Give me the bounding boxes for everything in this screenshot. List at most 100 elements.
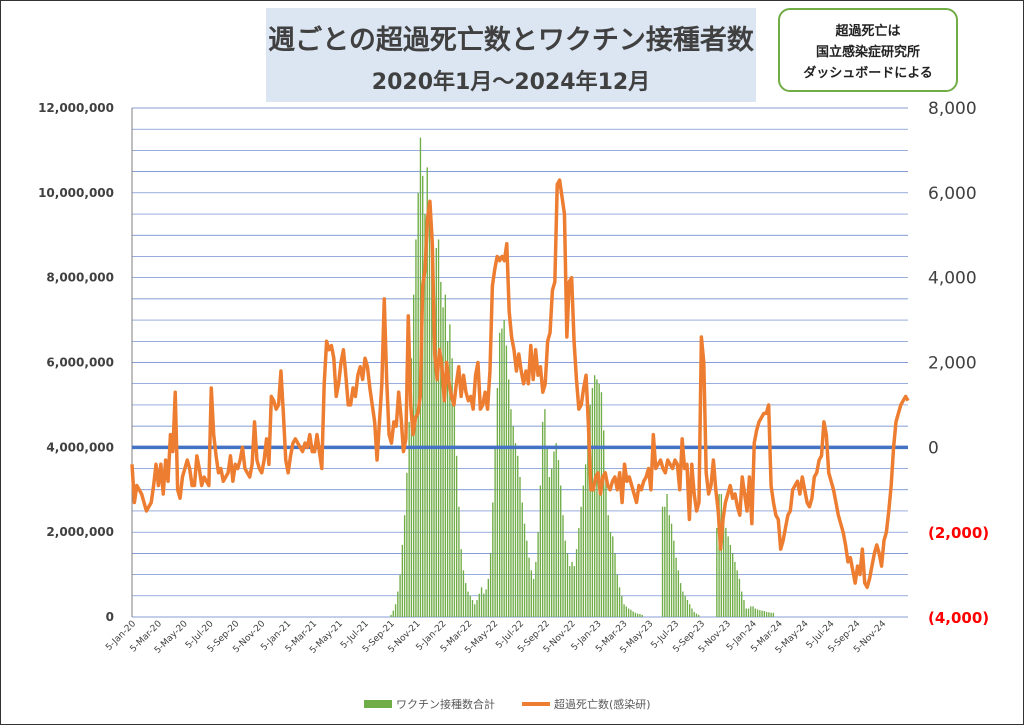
vaccine-bar bbox=[621, 595, 623, 617]
right-axis-tick-label: (2,000) bbox=[928, 524, 989, 542]
vaccine-bar bbox=[580, 506, 582, 617]
vaccine-bar bbox=[698, 614, 700, 617]
vaccine-bar bbox=[546, 447, 548, 617]
vaccine-bar bbox=[636, 613, 639, 617]
vaccine-bar bbox=[494, 447, 496, 617]
x-axis-labels: 5-Jan-205-Mar-205-May-205-Jul-205-Sep-20… bbox=[104, 619, 888, 656]
vaccine-bar bbox=[616, 574, 618, 617]
vaccine-bar bbox=[403, 515, 406, 617]
vaccine-bar bbox=[754, 608, 756, 617]
vaccine-bar bbox=[661, 506, 664, 617]
vaccine-bar bbox=[446, 341, 449, 617]
vaccine-bar bbox=[557, 460, 560, 617]
vaccine-bar bbox=[607, 515, 609, 617]
vaccine-bar bbox=[514, 443, 517, 617]
right-axis-tick-label: 6,000 bbox=[928, 184, 977, 204]
vaccine-bar bbox=[492, 502, 494, 617]
vaccine-bar bbox=[668, 515, 670, 617]
vaccine-bar bbox=[720, 493, 723, 617]
vaccine-bar bbox=[725, 527, 727, 617]
vaccine-bar bbox=[410, 358, 413, 617]
vaccine-bar bbox=[632, 611, 634, 617]
title-box: 週ごとの超過死亡数とワクチン接種者数 2020年1月～2024年12月 bbox=[266, 8, 756, 102]
vaccine-bar bbox=[467, 591, 469, 617]
vaccine-bar bbox=[587, 430, 589, 617]
vaccine-bar bbox=[471, 600, 474, 617]
vaccine-bar bbox=[569, 566, 571, 617]
vaccine-bar bbox=[426, 167, 428, 617]
vaccine-bar bbox=[440, 281, 442, 617]
left-axis-tick-label: 10,000,000 bbox=[38, 186, 114, 200]
vaccine-bar bbox=[575, 549, 578, 617]
left-axis-tick-label: 12,000,000 bbox=[38, 101, 114, 115]
vaccine-bar bbox=[508, 379, 510, 617]
vaccine-bar bbox=[560, 485, 562, 617]
vaccine-bar bbox=[666, 493, 668, 617]
vaccine-bar bbox=[695, 613, 698, 617]
vaccine-bar bbox=[689, 604, 691, 617]
vaccine-bar bbox=[693, 611, 695, 617]
vaccine-bar bbox=[564, 540, 566, 617]
vaccine-bar bbox=[770, 612, 772, 617]
vaccine-bar bbox=[641, 614, 643, 617]
vaccine-bar bbox=[745, 608, 747, 617]
vaccine-bar bbox=[460, 549, 462, 617]
vaccine-bar bbox=[437, 239, 440, 618]
vaccine-bar bbox=[541, 421, 544, 617]
vaccine-bar bbox=[593, 375, 596, 617]
vaccine-bar bbox=[548, 477, 551, 617]
vaccine-bar bbox=[510, 409, 512, 617]
vaccine-bar bbox=[768, 612, 770, 617]
vaccine-bar bbox=[600, 392, 603, 617]
vaccine-bar bbox=[487, 578, 490, 617]
vaccine-bar bbox=[476, 600, 478, 617]
vaccine-bar bbox=[544, 409, 546, 617]
vaccine-bar bbox=[390, 614, 392, 617]
vaccine-bar bbox=[682, 591, 684, 617]
vaccine-bar bbox=[458, 506, 460, 617]
vaccine-bar bbox=[571, 561, 573, 617]
vaccine-bar bbox=[664, 506, 666, 617]
vaccine-bar bbox=[675, 557, 677, 617]
vaccine-bar bbox=[530, 570, 532, 617]
vaccine-bar bbox=[679, 583, 682, 617]
vaccine-bar bbox=[555, 443, 557, 617]
vaccine-bar bbox=[408, 421, 410, 617]
vaccine-bar bbox=[526, 540, 528, 617]
vaccine-bar bbox=[512, 426, 514, 618]
vaccine-bar bbox=[399, 574, 401, 617]
vaccine-bar bbox=[501, 328, 503, 617]
right-axis-tick-label: 8,000 bbox=[928, 99, 977, 119]
vaccine-bar bbox=[618, 587, 621, 617]
vaccine-bar bbox=[718, 493, 720, 617]
chart-subtitle: 2020年1月～2024年12月 bbox=[371, 70, 651, 95]
vaccine-bar bbox=[517, 455, 519, 617]
vaccine-bar bbox=[469, 595, 471, 617]
left-axis-tick-label: 8,000,000 bbox=[46, 271, 114, 285]
vaccine-bar bbox=[401, 544, 404, 617]
vaccine-bar bbox=[684, 595, 686, 617]
excess-death-series-line bbox=[130, 178, 910, 590]
vaccine-bar bbox=[489, 553, 492, 618]
vaccine-bar bbox=[483, 593, 485, 617]
legend-label-excess: 超過死亡数(感染研) bbox=[554, 697, 651, 711]
vaccine-bar bbox=[451, 358, 453, 617]
vaccine-bars bbox=[390, 137, 775, 618]
vaccine-bar bbox=[686, 600, 689, 617]
vaccine-bar bbox=[406, 472, 408, 617]
vaccine-bar bbox=[605, 477, 607, 617]
vaccine-bar bbox=[523, 523, 526, 617]
vaccine-bar bbox=[639, 614, 641, 617]
vaccine-bar bbox=[752, 606, 754, 617]
right-axis-tick-label: (4,000) bbox=[928, 609, 989, 627]
vaccine-bar bbox=[591, 387, 594, 617]
chart-title: 週ごとの超過死亡数とワクチン接種者数 bbox=[268, 25, 754, 56]
vaccine-bar bbox=[532, 578, 535, 617]
vaccine-bar bbox=[566, 553, 569, 618]
vaccine-bar bbox=[435, 247, 437, 618]
vaccine-bar bbox=[772, 612, 775, 617]
vaccine-bar bbox=[625, 606, 628, 617]
vaccine-bar bbox=[731, 553, 734, 618]
vaccine-bar bbox=[521, 502, 523, 617]
vaccine-bar bbox=[691, 608, 693, 617]
